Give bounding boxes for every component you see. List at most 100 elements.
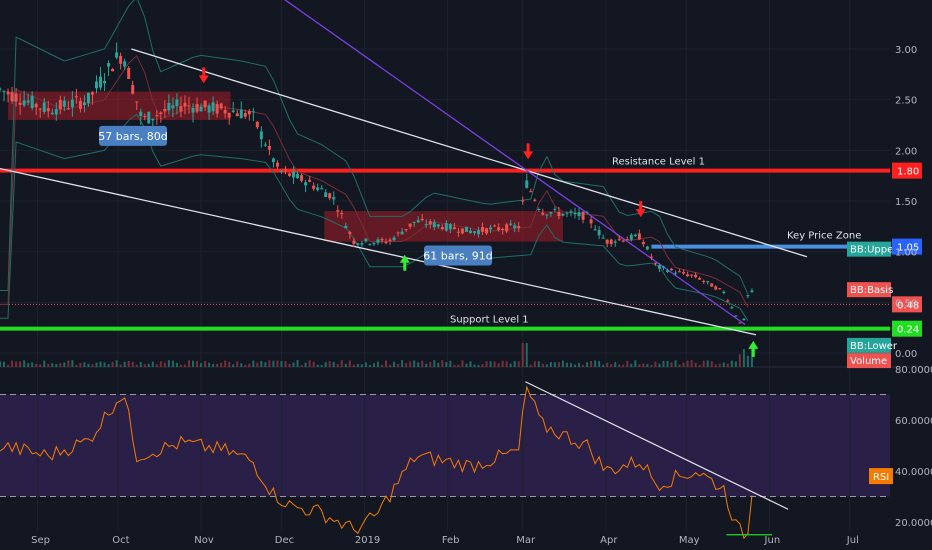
candle-body (38, 108, 42, 110)
volume-bar (216, 363, 219, 367)
candle-body (573, 212, 577, 215)
volume-bar (409, 361, 412, 367)
volume-bar (541, 363, 544, 367)
candle-body (332, 197, 336, 200)
volume-bar (650, 364, 653, 367)
volume-bar (469, 361, 472, 367)
volume-bar (722, 362, 725, 367)
candle-body (300, 175, 304, 181)
volume-bar (413, 360, 416, 367)
candle-body (653, 262, 657, 264)
candle-body (533, 199, 537, 201)
candle-body (143, 115, 147, 117)
candle-body (678, 271, 682, 273)
volume-bar (670, 362, 673, 367)
volume-bar (43, 360, 46, 367)
volume-bar (208, 362, 211, 367)
candle-body (95, 81, 99, 89)
volume-bar (244, 364, 247, 367)
volume-bar (348, 360, 351, 367)
volume-bar (750, 347, 753, 367)
volume-bar (381, 364, 384, 367)
sell-arrow-icon (523, 143, 534, 160)
volume-bar (288, 363, 291, 367)
candle-body (223, 110, 227, 114)
volume-bar (401, 360, 404, 367)
volume-bar (690, 360, 693, 367)
volume-bar (666, 360, 669, 367)
volume-bar (429, 362, 432, 367)
volume-bar (437, 362, 440, 367)
time-tick-label: Oct (112, 535, 129, 546)
volume-bar (545, 364, 548, 367)
candle-body (26, 100, 30, 103)
candle-body (119, 55, 123, 64)
volume-bar (642, 363, 645, 367)
candle-body (497, 227, 501, 231)
volume-bar (630, 363, 633, 367)
indicator-badge (847, 353, 891, 369)
candle-body (460, 228, 464, 234)
volume-bar (561, 360, 564, 367)
time-tick-label: Jun (764, 535, 781, 546)
time-tick-label: Nov (194, 535, 214, 546)
volume-bar (79, 362, 82, 367)
volume-bar (344, 363, 347, 367)
volume-bar (582, 364, 585, 367)
volume-bar (59, 363, 62, 367)
candle-body (175, 99, 179, 107)
volume-bar (445, 362, 448, 367)
volume-bar (698, 364, 701, 367)
level-label: Support Level 1 (450, 315, 529, 326)
volume-bar (111, 361, 114, 367)
volume-bar (175, 362, 178, 367)
candle-body (549, 212, 553, 214)
volume-bar (533, 361, 536, 367)
candle-body (404, 229, 408, 231)
candle-body (239, 109, 243, 119)
candle-body (167, 102, 171, 111)
rsi-tick-label: 40.0000 (895, 467, 932, 478)
volume-bar (95, 362, 98, 367)
price-pane[interactable] (0, 0, 932, 367)
candle-body (344, 225, 348, 229)
volume-bar (0, 361, 1, 367)
volume-bar (481, 364, 484, 367)
candle-body (428, 221, 432, 225)
time-tick-label: Sep (31, 535, 50, 546)
candle-body (597, 229, 601, 236)
candle-body (127, 68, 131, 79)
candle-body (561, 213, 565, 216)
candle-body (521, 200, 525, 202)
buy-arrow-icon (399, 254, 410, 271)
candle-body (70, 99, 74, 108)
candle-body (62, 100, 66, 107)
candle-body (714, 286, 718, 290)
candle-body (139, 111, 143, 116)
volume-bar (11, 360, 14, 367)
range-callout-bg (99, 125, 167, 146)
volume-bar (493, 361, 496, 367)
buy-arrow-icon (748, 340, 759, 357)
candle-body (155, 115, 159, 117)
volume-bar (385, 360, 388, 367)
volume-bar (746, 355, 749, 367)
volume-bar (529, 364, 532, 367)
candle-body (50, 112, 54, 115)
volume-bar (51, 363, 54, 367)
candle-body (207, 105, 211, 113)
volume-bar (27, 363, 30, 367)
candle-body (464, 226, 468, 232)
candle-body (601, 237, 605, 239)
indicator-badge (847, 241, 891, 257)
candle-body (107, 62, 111, 67)
candle-body (279, 170, 283, 172)
candle-body (0, 88, 2, 90)
candle-body (489, 227, 493, 230)
range-callout-label: 57 bars, 80d (98, 130, 167, 143)
candle-body (348, 232, 352, 234)
volume-bar (159, 361, 162, 367)
rsi-pane[interactable] (0, 366, 932, 530)
candle-body (187, 105, 191, 107)
